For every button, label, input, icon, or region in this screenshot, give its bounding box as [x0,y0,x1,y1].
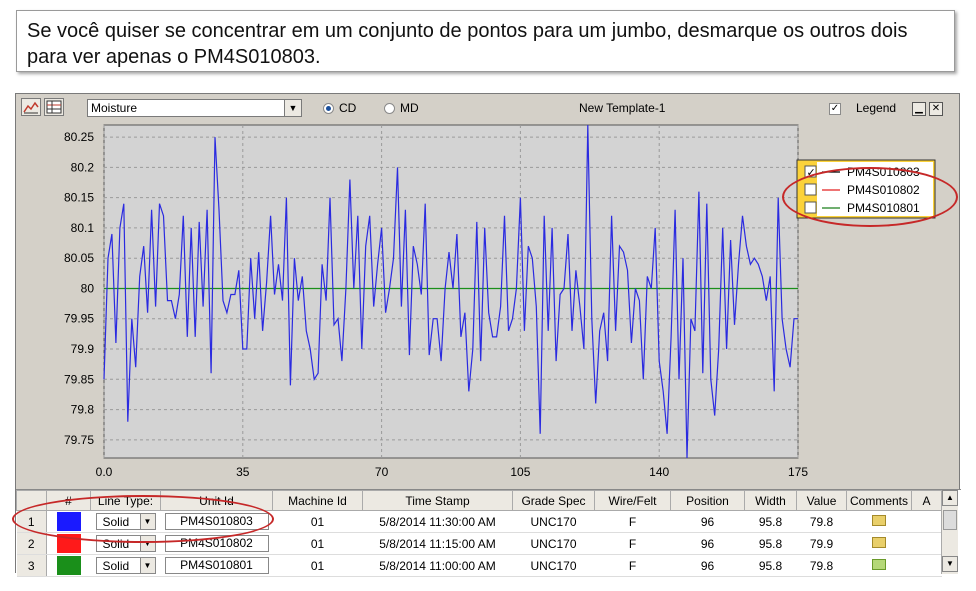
grade-spec-cell: UNC170 [512,510,595,533]
radio-cd-label: CD [339,101,357,115]
comment-folder-icon[interactable] [872,536,886,548]
line-type-cell[interactable]: Solid ▼ [90,554,161,577]
trend-chart-icon[interactable] [21,98,41,116]
column-header[interactable]: Width [744,490,797,511]
width-cell: 95.8 [744,554,797,577]
legend-checkbox[interactable]: ✓ [829,103,841,115]
value-cell: 79.9 [796,532,847,555]
comment-folder-icon[interactable] [872,514,886,526]
close-icon[interactable]: ✕ [929,102,943,116]
column-header[interactable]: Time Stamp [362,490,513,511]
value-cell: 79.8 [796,510,847,533]
wire-felt-cell: F [594,554,671,577]
y-tick-label: 79.9 [71,342,95,356]
machine-id-cell: 01 [272,510,363,533]
y-tick-label: 80.1 [71,221,95,235]
column-header[interactable]: Grade Spec [512,490,595,511]
comments-cell[interactable] [846,554,912,577]
y-tick-label: 80.05 [64,251,94,265]
table-row[interactable]: 3 Solid ▼ PM4S010801 01 5/8/2014 11:00:00 AM U… [16,554,942,577]
grade-spec-cell: UNC170 [512,532,595,555]
comments-cell[interactable] [846,510,912,533]
x-tick-label: 70 [375,465,389,479]
time-stamp-cell: 5/8/2014 11:15:00 AM [362,532,513,555]
table-view-icon[interactable] [44,98,64,116]
machine-id-cell: 01 [272,554,363,577]
y-tick-label: 80.2 [71,160,95,174]
row-number: 3 [16,554,47,577]
x-tick-label: 0.0 [96,465,113,479]
column-header[interactable]: Wire/Felt [594,490,671,511]
comment-add-icon[interactable] [872,558,886,570]
wire-felt-cell: F [594,532,671,555]
y-tick-label: 79.95 [64,312,94,326]
column-header[interactable]: Comments [846,490,912,511]
column-header[interactable]: Machine Id [272,490,363,511]
unit-id-cell[interactable]: PM4S010801 [160,554,273,577]
x-tick-label: 175 [788,465,808,479]
y-tick-label: 80 [81,281,95,295]
radio-cd[interactable] [323,103,334,114]
measurement-value: Moisture [91,101,138,115]
chart-toolbar: Moisture ▼ CD MD New Template-1 ✓ Legend… [16,94,959,124]
template-name: New Template-1 [579,101,666,115]
checkmark-icon: ✓ [807,166,816,179]
width-cell: 95.8 [744,532,797,555]
moisture-chart: 80.25 80.2 80.15 80.1 80.05 80 79.95 79.9 79.85 7… [64,124,936,479]
column-header[interactable]: Value [796,490,847,511]
color-swatch[interactable] [56,556,81,575]
time-stamp-cell: 5/8/2014 11:30:00 AM [362,510,513,533]
radio-md[interactable] [384,103,395,114]
wire-felt-cell: F [594,510,671,533]
extra-cell [911,532,942,555]
instruction-caption: Se você quiser se concentrar em um conju… [16,10,955,72]
color-cell[interactable] [46,554,91,577]
highlight-row-ellipse [12,495,274,543]
y-tick-label: 79.85 [64,372,94,386]
time-stamp-cell: 5/8/2014 11:00:00 AM [362,554,513,577]
position-cell: 96 [670,510,745,533]
highlight-legend-ellipse [782,167,958,227]
grade-spec-cell: UNC170 [512,554,595,577]
chevron-down-icon[interactable]: ▼ [139,558,155,573]
unit-id-value: PM4S010801 [164,557,269,574]
x-tick-label: 35 [236,465,250,479]
x-tick-label: 140 [649,465,669,479]
scroll-down-icon[interactable]: ▼ [942,556,958,572]
plot-area [103,124,799,459]
position-cell: 96 [670,554,745,577]
radio-md-label: MD [400,101,419,115]
value-cell: 79.8 [796,554,847,577]
legend-label: Legend [856,101,897,115]
comments-cell[interactable] [846,532,912,555]
column-header[interactable]: Position [670,490,745,511]
chevron-down-icon[interactable]: ▼ [284,100,301,116]
extra-cell [911,510,942,533]
column-header[interactable]: A [911,490,942,511]
line-type-select[interactable]: Solid ▼ [95,557,156,574]
series-line [103,124,798,459]
width-cell: 95.8 [744,510,797,533]
minimize-icon[interactable]: ▁ [912,102,926,116]
extra-cell [911,554,942,577]
row-number: 2 [16,532,47,555]
table-scrollbar[interactable]: ▲ ▼ [941,490,958,574]
machine-id-cell: 01 [272,532,363,555]
measurement-select[interactable]: Moisture ▼ [87,99,302,117]
y-tick-label: 80.15 [64,191,94,205]
scroll-up-icon[interactable]: ▲ [942,490,958,506]
position-cell: 96 [670,532,745,555]
y-tick-label: 80.25 [64,130,94,144]
y-tick-label: 79.8 [71,403,95,417]
y-tick-label: 79.75 [64,433,94,447]
scroll-thumb[interactable] [943,510,957,530]
x-tick-label: 105 [510,465,530,479]
